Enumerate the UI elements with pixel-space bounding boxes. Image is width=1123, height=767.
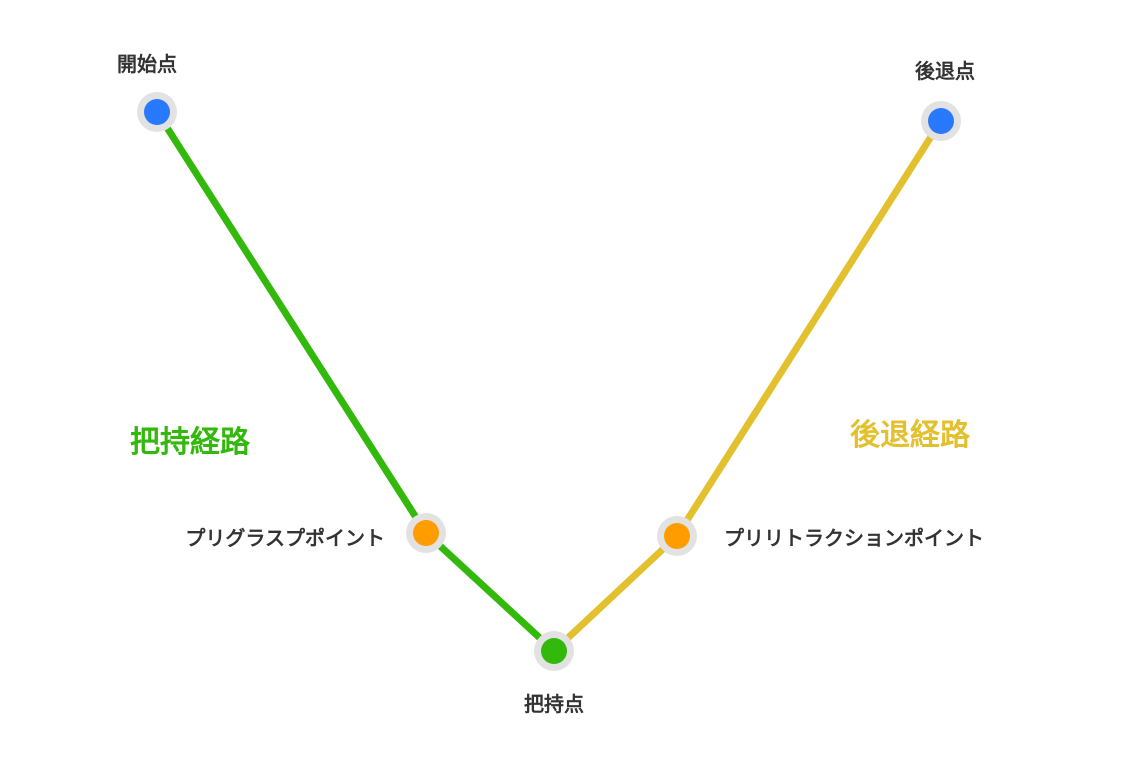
label-grasp-path: 把持経路	[130, 425, 251, 460]
point-retreat	[921, 101, 961, 141]
grasp-path-segment	[423, 530, 557, 654]
point-marker	[664, 523, 690, 549]
label-grasp-point: 把持点	[524, 692, 584, 716]
label-pregrasp: プリグラスプポイント	[185, 526, 385, 550]
point-grasp	[534, 631, 574, 671]
point-marker	[144, 99, 170, 125]
path-lines	[154, 110, 944, 654]
point-marker	[928, 108, 954, 134]
retreat-path-segment	[674, 119, 944, 538]
point-marker	[413, 520, 439, 546]
grasp-path-segment	[154, 110, 429, 535]
point-marker	[541, 638, 567, 664]
point-preretract	[657, 516, 697, 556]
label-start: 開始点	[117, 52, 177, 76]
label-preretract: プリリトラクションポイント	[724, 526, 984, 550]
point-pregrasp	[406, 513, 446, 553]
label-retreat-path: 後退経路	[850, 418, 971, 453]
retreat-path-segment	[551, 533, 680, 654]
path-points	[137, 92, 961, 671]
label-retreat-point: 後退点	[915, 59, 975, 83]
point-start	[137, 92, 177, 132]
